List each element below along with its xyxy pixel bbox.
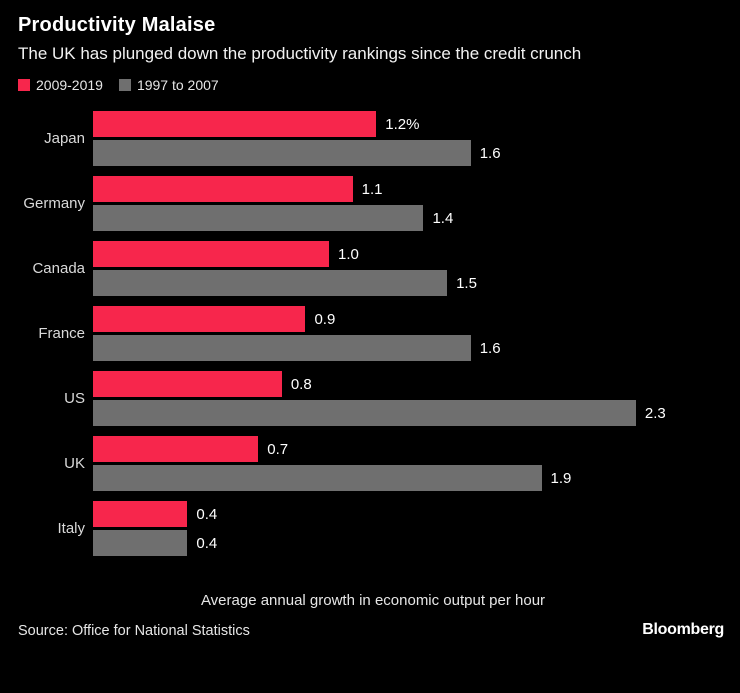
chart-footnote: Average annual growth in economic output… [200, 592, 546, 610]
bar-group-italy: Italy 0.4 0.4 [18, 501, 728, 557]
bar-value-label: 0.4 [196, 505, 218, 523]
chart-title: Productivity Malaise [18, 14, 216, 36]
bar-row: 2.3 [93, 400, 728, 427]
legend-label-2009-2019: 2009-2019 [36, 77, 103, 94]
category-label: Canada [32, 260, 85, 278]
bar-group-canada: Canada 1.0 1.5 [18, 241, 728, 297]
bar-value-label: 1.0 [338, 245, 359, 263]
legend-swatch-gray-icon [118, 79, 131, 92]
bar-value-label: 1.9 [550, 469, 572, 487]
bar-pair: 0.9 1.6 [93, 306, 728, 362]
legend-swatch-red-icon [18, 79, 30, 92]
bar-value-label: 1.6 [479, 144, 501, 162]
bar-italy-1997-to-2007 [93, 530, 188, 557]
category-label: France [38, 325, 85, 343]
category-label: Germany [23, 195, 85, 213]
bloomberg-logo: Bloomberg [642, 621, 724, 639]
bar-pair: 1.1 1.4 [93, 176, 728, 232]
bar-pair: 0.7 1.9 [93, 436, 728, 492]
legend: 2009-2019 1997 to 2007 [18, 77, 728, 93]
bar-row: 0.9 [93, 306, 728, 333]
bar-row: 0.4 [93, 501, 728, 528]
bar-us-2009-2019 [93, 371, 282, 398]
bar-uk-2009-2019 [93, 436, 259, 463]
bar-row: 1.2% [93, 111, 728, 138]
bar-row: 1.0 [93, 241, 728, 268]
category-label: UK [64, 455, 85, 473]
bar-value-label: 1.5 [456, 274, 477, 292]
bar-japan-1997-to-2007 [93, 140, 471, 167]
source-credit: Source: Office for National Statistics [18, 623, 250, 640]
bar-value-label: 1.2% [385, 115, 420, 133]
bar-value-label: 2.3 [644, 404, 666, 422]
bar-germany-1997-to-2007 [93, 205, 424, 232]
bar-row: 0.8 [93, 371, 728, 398]
bar-germany-2009-2019 [93, 176, 353, 203]
bar-row: 1.9 [93, 465, 728, 492]
bar-group-japan: Japan 1.2% 1.6 [18, 111, 728, 167]
legend-item-2009-2019: 2009-2019 [18, 77, 103, 93]
category-label: Japan [44, 130, 85, 148]
bar-group-germany: Germany 1.1 1.4 [18, 176, 728, 232]
bar-row: 1.5 [93, 270, 728, 297]
bar-pair: 1.2% 1.6 [93, 111, 728, 167]
bar-value-label: 0.8 [290, 375, 312, 393]
bar-value-label: 1.4 [432, 209, 454, 227]
bar-value-label: 0.4 [196, 534, 218, 552]
chart-footer: Source: Office for National Statistics B… [18, 621, 728, 639]
bar-row: 1.4 [93, 205, 728, 232]
bar-value-label: 1.1 [361, 180, 383, 198]
bar-group-uk: UK 0.7 1.9 [18, 436, 728, 492]
bar-row: 0.4 [93, 530, 728, 557]
bar-pair: 0.4 0.4 [93, 501, 728, 557]
bar-canada-2009-2019 [93, 241, 330, 268]
bar-pair: 0.8 2.3 [93, 371, 728, 427]
legend-label-1997-2007: 1997 to 2007 [136, 77, 219, 94]
bar-value-label: 0.9 [314, 310, 336, 328]
bar-row: 1.6 [93, 140, 728, 167]
category-label: Italy [57, 520, 85, 538]
bar-us-1997-to-2007 [93, 400, 636, 427]
legend-item-1997-2007: 1997 to 2007 [118, 77, 219, 94]
bar-value-label: 1.6 [479, 339, 501, 357]
bar-group-france: France 0.9 1.6 [18, 306, 728, 362]
bar-row: 1.1 [93, 176, 728, 203]
bar-row: 0.7 [93, 436, 728, 463]
category-label: US [64, 390, 85, 408]
bar-canada-1997-to-2007 [93, 270, 448, 297]
bar-france-1997-to-2007 [93, 335, 471, 362]
bar-pair: 1.0 1.5 [93, 241, 728, 297]
bar-value-label: 0.7 [267, 440, 289, 458]
bar-row: 1.6 [93, 335, 728, 362]
bar-france-2009-2019 [93, 306, 306, 333]
chart-subtitle: The UK has plunged down the productivity… [18, 44, 582, 63]
bar-chart: Japan 1.2% 1.6 Germany 1.1 1.4 Canada 1.0 1.5 Fra… [18, 111, 728, 566]
bar-japan-2009-2019 [93, 111, 377, 138]
bar-uk-1997-to-2007 [93, 465, 542, 492]
bar-italy-2009-2019 [93, 501, 188, 528]
bar-group-us: US 0.8 2.3 [18, 371, 728, 427]
